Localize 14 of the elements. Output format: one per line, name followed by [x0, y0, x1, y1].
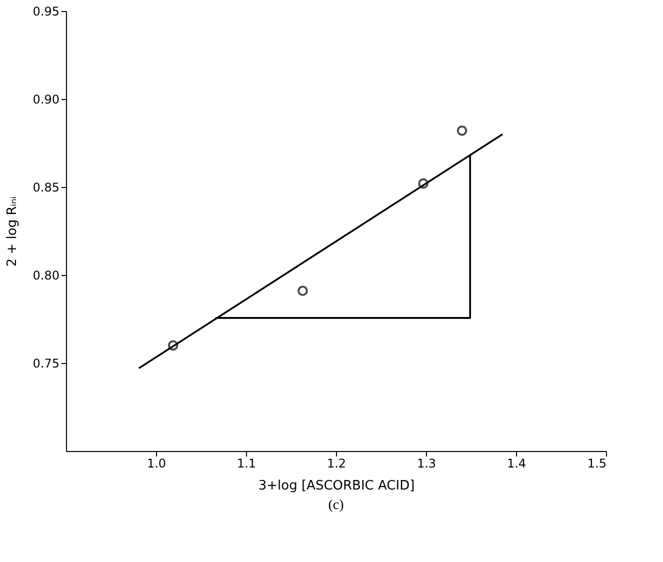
- x-tick-label: 1.0: [146, 456, 166, 470]
- x-tick-label: 1.4: [506, 456, 526, 470]
- y-tick-label: 0.95: [32, 4, 60, 18]
- x-tick-label: 1.3: [416, 456, 436, 470]
- x-tick-label: 1.5: [587, 456, 606, 470]
- y-tick-label: 0.80: [32, 268, 60, 282]
- y-tick-label: 0.90: [32, 92, 60, 106]
- text: (c): [328, 498, 344, 513]
- y-tick-label: 0.75: [32, 356, 60, 370]
- y-tick-label: 0.85: [32, 180, 60, 194]
- x-axis-title: 3+log [ASCORBIC ACID]: [258, 478, 415, 494]
- y-axis-title: 2 + log Rᵢₙᵢ: [4, 196, 20, 267]
- x-tick-label: 1.1: [236, 456, 256, 470]
- x-tick-label: 1.2: [326, 456, 346, 470]
